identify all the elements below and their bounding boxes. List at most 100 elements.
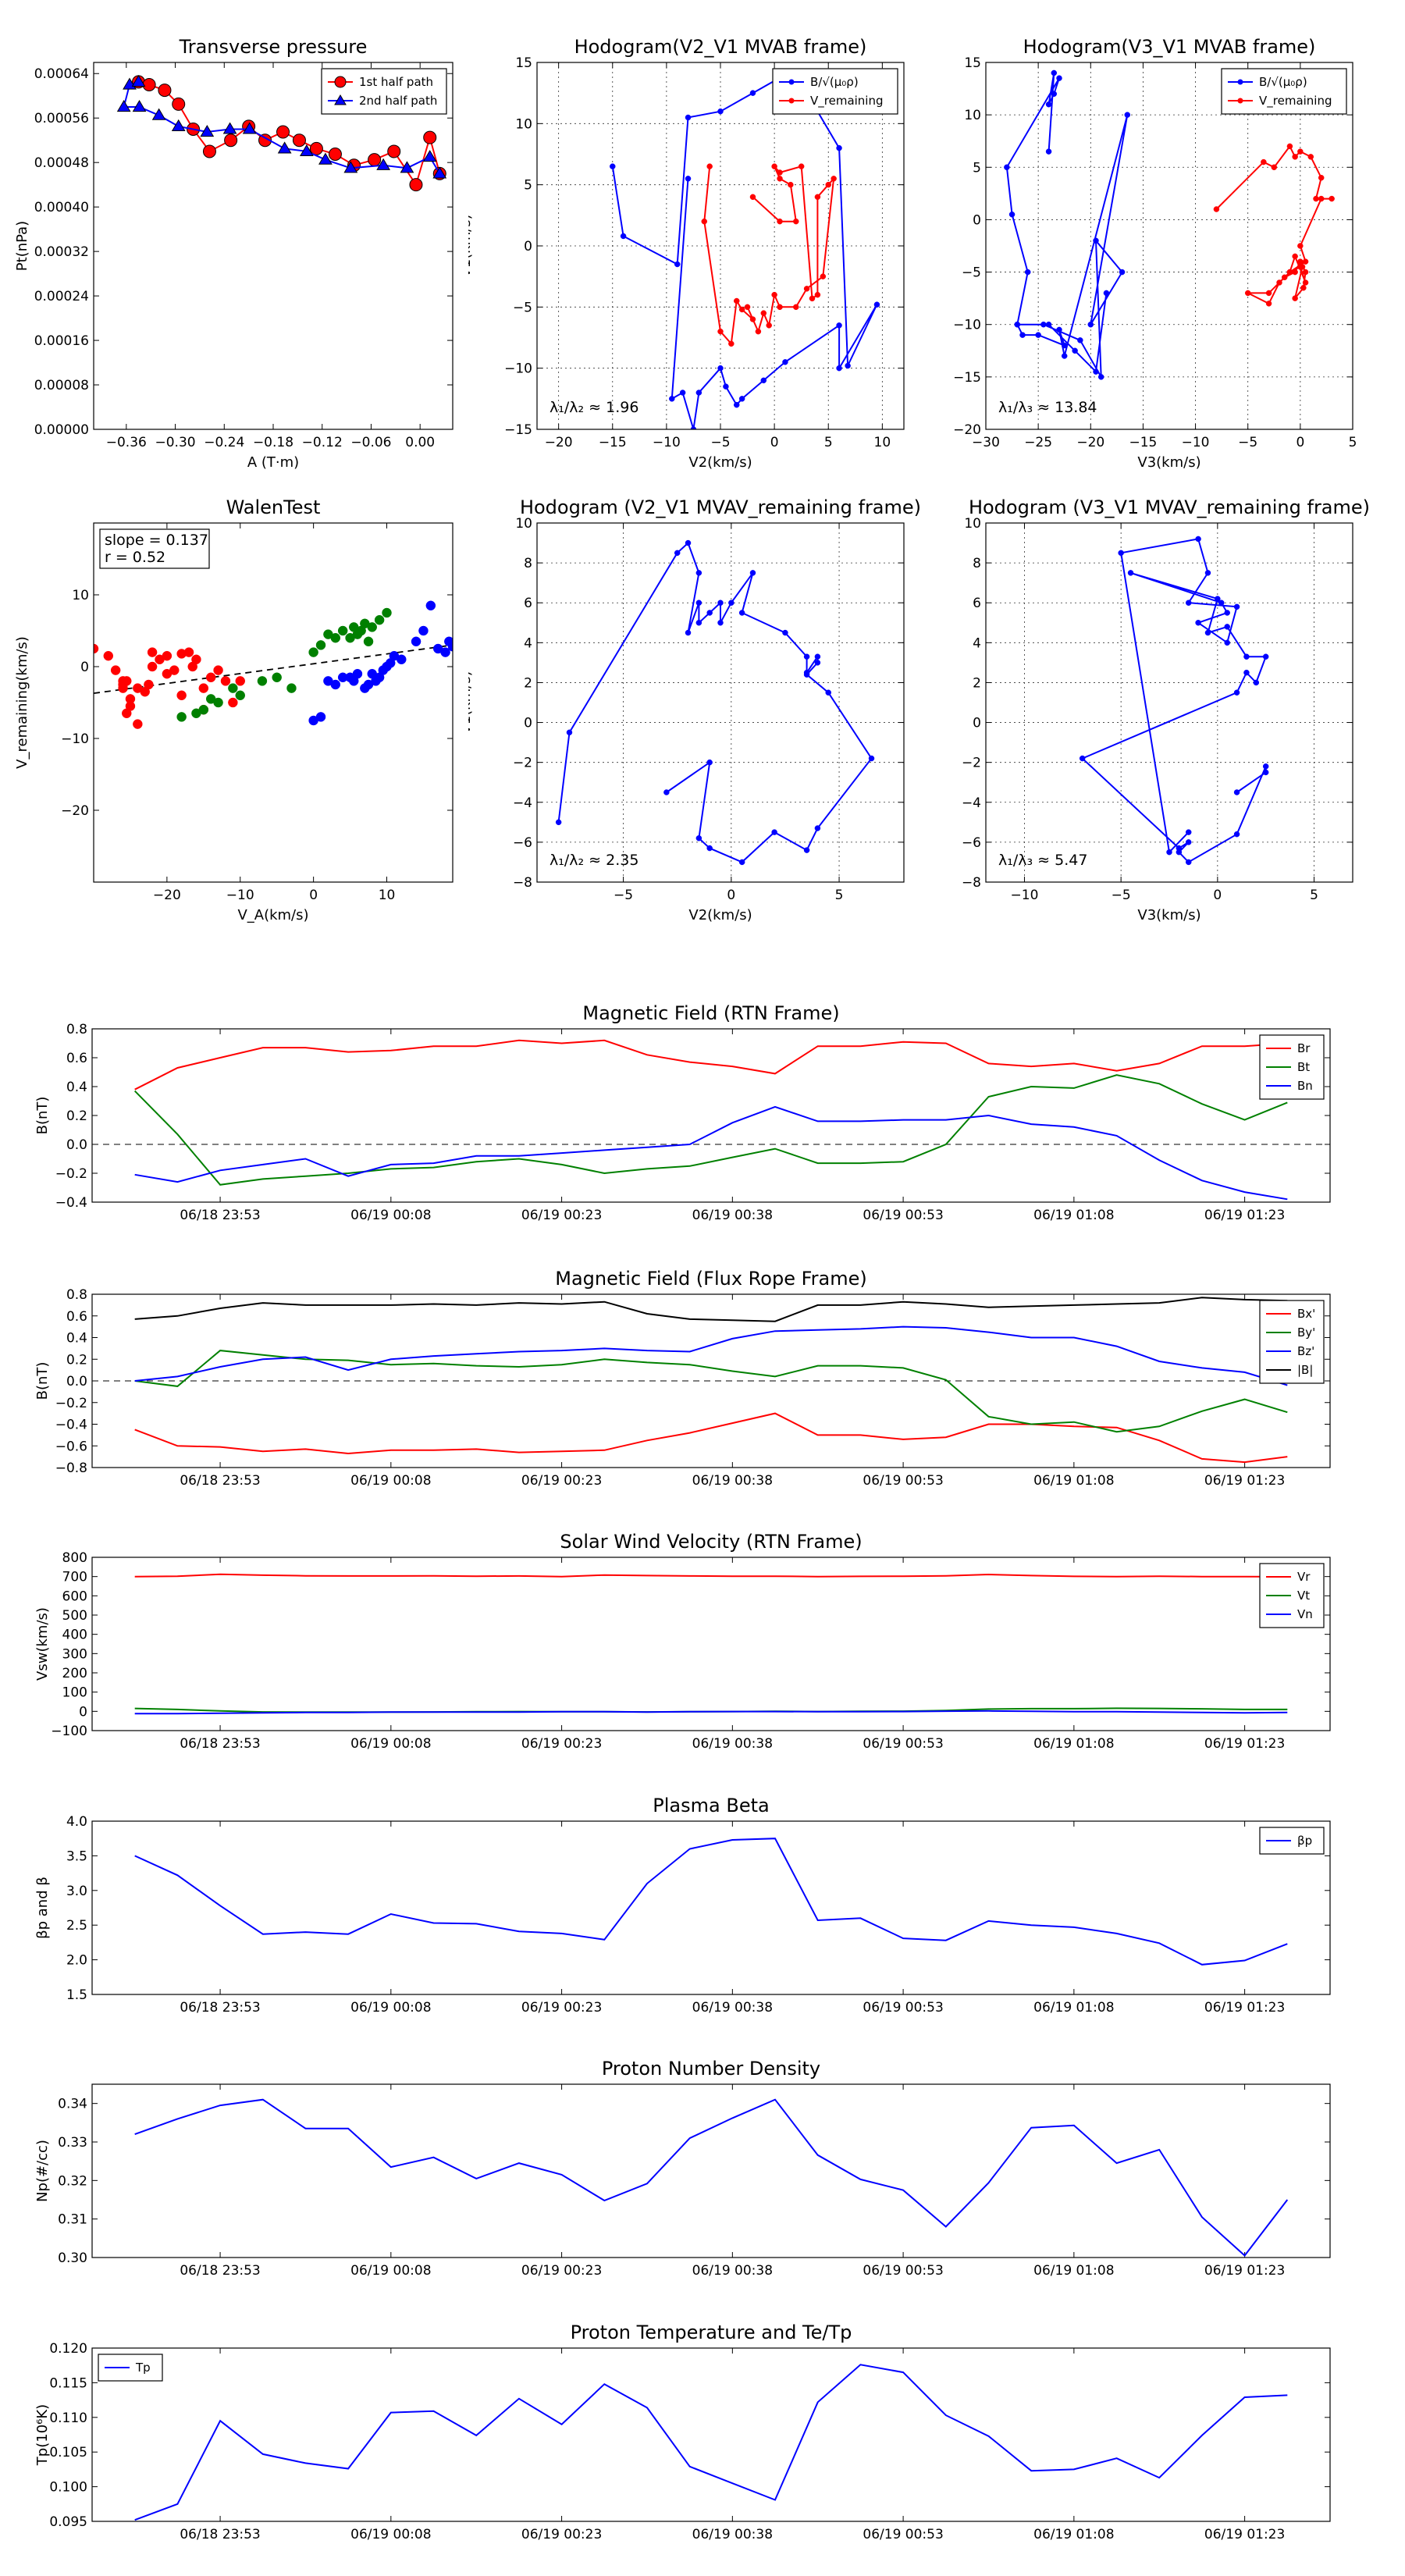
chart-title: Hodogram (V2_V1 MVAV_remaining frame)	[520, 496, 921, 518]
chart-svg: Magnetic Field (Flux Rope Frame) 06/18 23…	[34, 1268, 1331, 1489]
series-s1-point	[235, 690, 246, 701]
x-tick-label: 06/19 01:08	[1033, 2527, 1114, 2542]
series-s1-point	[330, 632, 341, 643]
series-2nd-half-path-point	[432, 166, 447, 179]
plot-area	[133, 1039, 1288, 1201]
legend-marker	[788, 98, 795, 104]
series-b-point	[1097, 374, 1104, 380]
y-tick-label: 2	[973, 675, 981, 691]
chart-title: Proton Number Density	[602, 2058, 820, 2080]
series-v-remaining-point	[1281, 274, 1288, 281]
y-tick-label: 200	[62, 1666, 87, 1681]
y-tick-label: 2.5	[66, 1918, 87, 1934]
y-tick-label: 0.00000	[34, 422, 89, 438]
y-tick-label: 2	[524, 675, 532, 691]
series-s0-point	[1224, 639, 1230, 646]
x-tick-label: 06/19 01:23	[1204, 1208, 1285, 1223]
x-tick-label: 0.00	[405, 435, 435, 450]
plot-frame	[91, 2083, 1331, 2258]
x-tick-label: 10	[874, 435, 891, 450]
y-tick-label: 0.0	[66, 1137, 87, 1153]
series-s1-point	[363, 636, 374, 647]
series-s0-point	[1185, 859, 1192, 866]
x-tick-label: 06/19 01:08	[1033, 1208, 1114, 1223]
chart-svg: Solar Wind Velocity (RTN Frame) 06/18 23:…	[34, 1531, 1331, 1752]
series-b-point	[690, 426, 697, 429]
series-2nd-half-path-point	[343, 161, 358, 173]
series-b-point	[1119, 269, 1126, 276]
series-b-point	[1087, 321, 1094, 328]
legend-label: Bn	[1297, 1079, 1313, 1093]
series-s2-point	[447, 641, 453, 652]
x-tick-label: 06/18 23:53	[180, 2000, 260, 2016]
x-tick-label: 0	[1213, 888, 1222, 903]
x-tick-label: 06/18 23:53	[180, 2527, 260, 2542]
plot-area	[1004, 69, 1335, 380]
y-tick-label: −5	[513, 300, 532, 315]
y-tick-label: 0.2	[66, 1108, 87, 1124]
series-s1-point	[257, 676, 268, 686]
y-tick-label: −2	[513, 756, 532, 771]
series-1st-half-path-point	[172, 97, 186, 111]
series-b-point	[1056, 75, 1062, 81]
x-tick-label: −10	[1011, 888, 1039, 903]
plot-area	[134, 1838, 1288, 1966]
series-v-remaining-point	[1265, 290, 1272, 297]
series-s0-point	[1233, 603, 1240, 610]
series-s0-point	[555, 819, 562, 826]
series-s0-point	[147, 647, 158, 657]
series-v-remaining-point	[1313, 195, 1319, 202]
series-v-remaining-point	[755, 328, 762, 335]
series-v-remaining-point	[1244, 290, 1251, 297]
x-tick-label: −5	[710, 435, 730, 450]
y-tick-label: 2.0	[66, 1953, 87, 1969]
series-s0-point	[169, 665, 180, 675]
series-s0-point	[187, 661, 197, 672]
plot-frame	[91, 1293, 1331, 1468]
y-axis-label: V1(km/s)	[921, 214, 923, 277]
series-1st-half-path-point	[158, 84, 172, 98]
x-tick-label: −0.24	[204, 435, 244, 450]
plot-frame	[91, 1557, 1331, 1731]
series-b-point	[717, 108, 724, 115]
y-tick-label: 0.8	[66, 1022, 87, 1037]
chart-title: Plasma Beta	[653, 1795, 769, 1816]
series-s0-point	[183, 647, 194, 657]
x-axis-label: V2(km/s)	[688, 907, 752, 923]
series-s0-point	[1185, 829, 1192, 835]
y-tick-label: 800	[62, 1550, 87, 1566]
series-b-point	[674, 261, 681, 268]
x-tick-label: 06/19 00:53	[863, 2000, 943, 2016]
plot-area	[94, 600, 453, 729]
legend-label: V_remaining	[1259, 94, 1332, 109]
x-tick-label: −20	[545, 435, 573, 450]
y-tick-label: 0.4	[66, 1080, 87, 1095]
series-v-remaining-point	[1292, 295, 1298, 301]
series-1st-half-path-point	[309, 141, 323, 155]
x-axis-label: V_A(km/s)	[237, 907, 308, 923]
series-v-remaining-point	[1302, 258, 1309, 265]
series-v-remaining-point	[1292, 269, 1298, 276]
series-s0-point	[728, 600, 735, 606]
chart-svg: Hodogram (V2_V1 MVAV_remaining frame) −5 0…	[468, 496, 921, 923]
series-s0-point	[144, 679, 154, 690]
y-tick-label: 0.00064	[34, 66, 89, 82]
series-s0-point	[814, 825, 821, 831]
y-tick-label: −10	[61, 731, 89, 747]
series-b-point	[782, 359, 788, 365]
y-tick-label: 10	[72, 588, 89, 603]
series-b-point	[1045, 321, 1052, 328]
legend-box	[1221, 68, 1347, 115]
x-tick-label: 06/19 00:53	[863, 2263, 943, 2279]
x-tick-label: 06/19 00:53	[863, 1736, 943, 1752]
series-b-point	[845, 362, 851, 369]
plot-frame	[93, 522, 454, 883]
series-b-point	[1045, 148, 1052, 155]
legend-label: Br	[1297, 1041, 1311, 1055]
series-b-point	[1093, 368, 1099, 375]
series-b-line	[611, 73, 878, 429]
series-s0-point	[1185, 839, 1192, 845]
series-s0-point	[1243, 669, 1250, 676]
series-2nd-half-path-point	[131, 74, 146, 87]
series-vn-line	[134, 1710, 1288, 1715]
